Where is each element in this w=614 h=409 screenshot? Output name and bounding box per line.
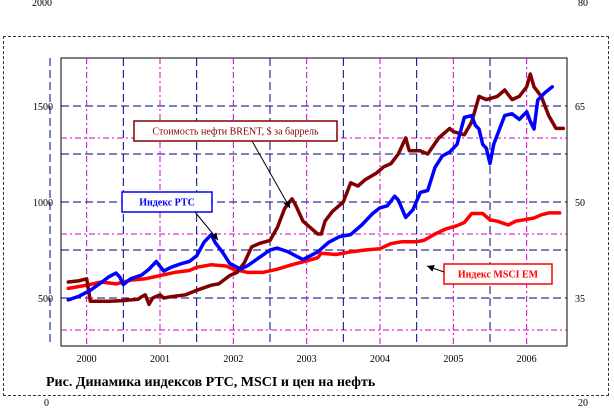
annotation-box bbox=[443, 263, 553, 285]
figure-dashed-border bbox=[3, 36, 609, 396]
x-tick-label: 2004 bbox=[370, 354, 390, 365]
annotation-arrowhead bbox=[427, 265, 435, 272]
y-left-tick-label: 1000 bbox=[33, 198, 53, 209]
series-line bbox=[66, 211, 562, 291]
series-line bbox=[66, 72, 566, 307]
annotation-label: Стоимость нефти BRENT, $ за баррель bbox=[152, 127, 319, 138]
x-tick-label: 2006 bbox=[517, 354, 537, 365]
y-right-tick-label: 50 bbox=[575, 198, 585, 209]
y-left-tick-label: 500 bbox=[38, 294, 53, 305]
annotation-arrowhead bbox=[210, 232, 218, 240]
y-left-tick-label: 1500 bbox=[33, 102, 53, 113]
x-tick-label: 2005 bbox=[443, 354, 463, 365]
y-right-tick-label: 65 bbox=[575, 102, 585, 113]
outer-label-bottom-left: 0 bbox=[44, 398, 49, 409]
x-tick-label: 2002 bbox=[223, 354, 243, 365]
figure-caption: Рис. Динамика индексов РТС, MSCI и цен н… bbox=[46, 375, 376, 390]
outer-label-bottom-right: 20 bbox=[578, 398, 588, 409]
annotation-box bbox=[121, 191, 213, 213]
outer-label-top-left: 2000 bbox=[32, 0, 52, 9]
x-tick-label: 2001 bbox=[150, 354, 170, 365]
annotation-label: Индекс MSCI EM bbox=[458, 270, 539, 281]
x-tick-label: 2003 bbox=[297, 354, 317, 365]
outer-label-top-right: 80 bbox=[578, 0, 588, 9]
y-right-tick-label: 35 bbox=[575, 294, 585, 305]
annotation-arrowhead bbox=[283, 200, 290, 208]
annotation-box bbox=[133, 120, 338, 142]
annotation-label: Индекс РТС bbox=[139, 198, 195, 209]
series-line bbox=[66, 85, 555, 302]
x-tick-label: 2000 bbox=[77, 354, 97, 365]
annotation-pointer bbox=[251, 140, 291, 209]
